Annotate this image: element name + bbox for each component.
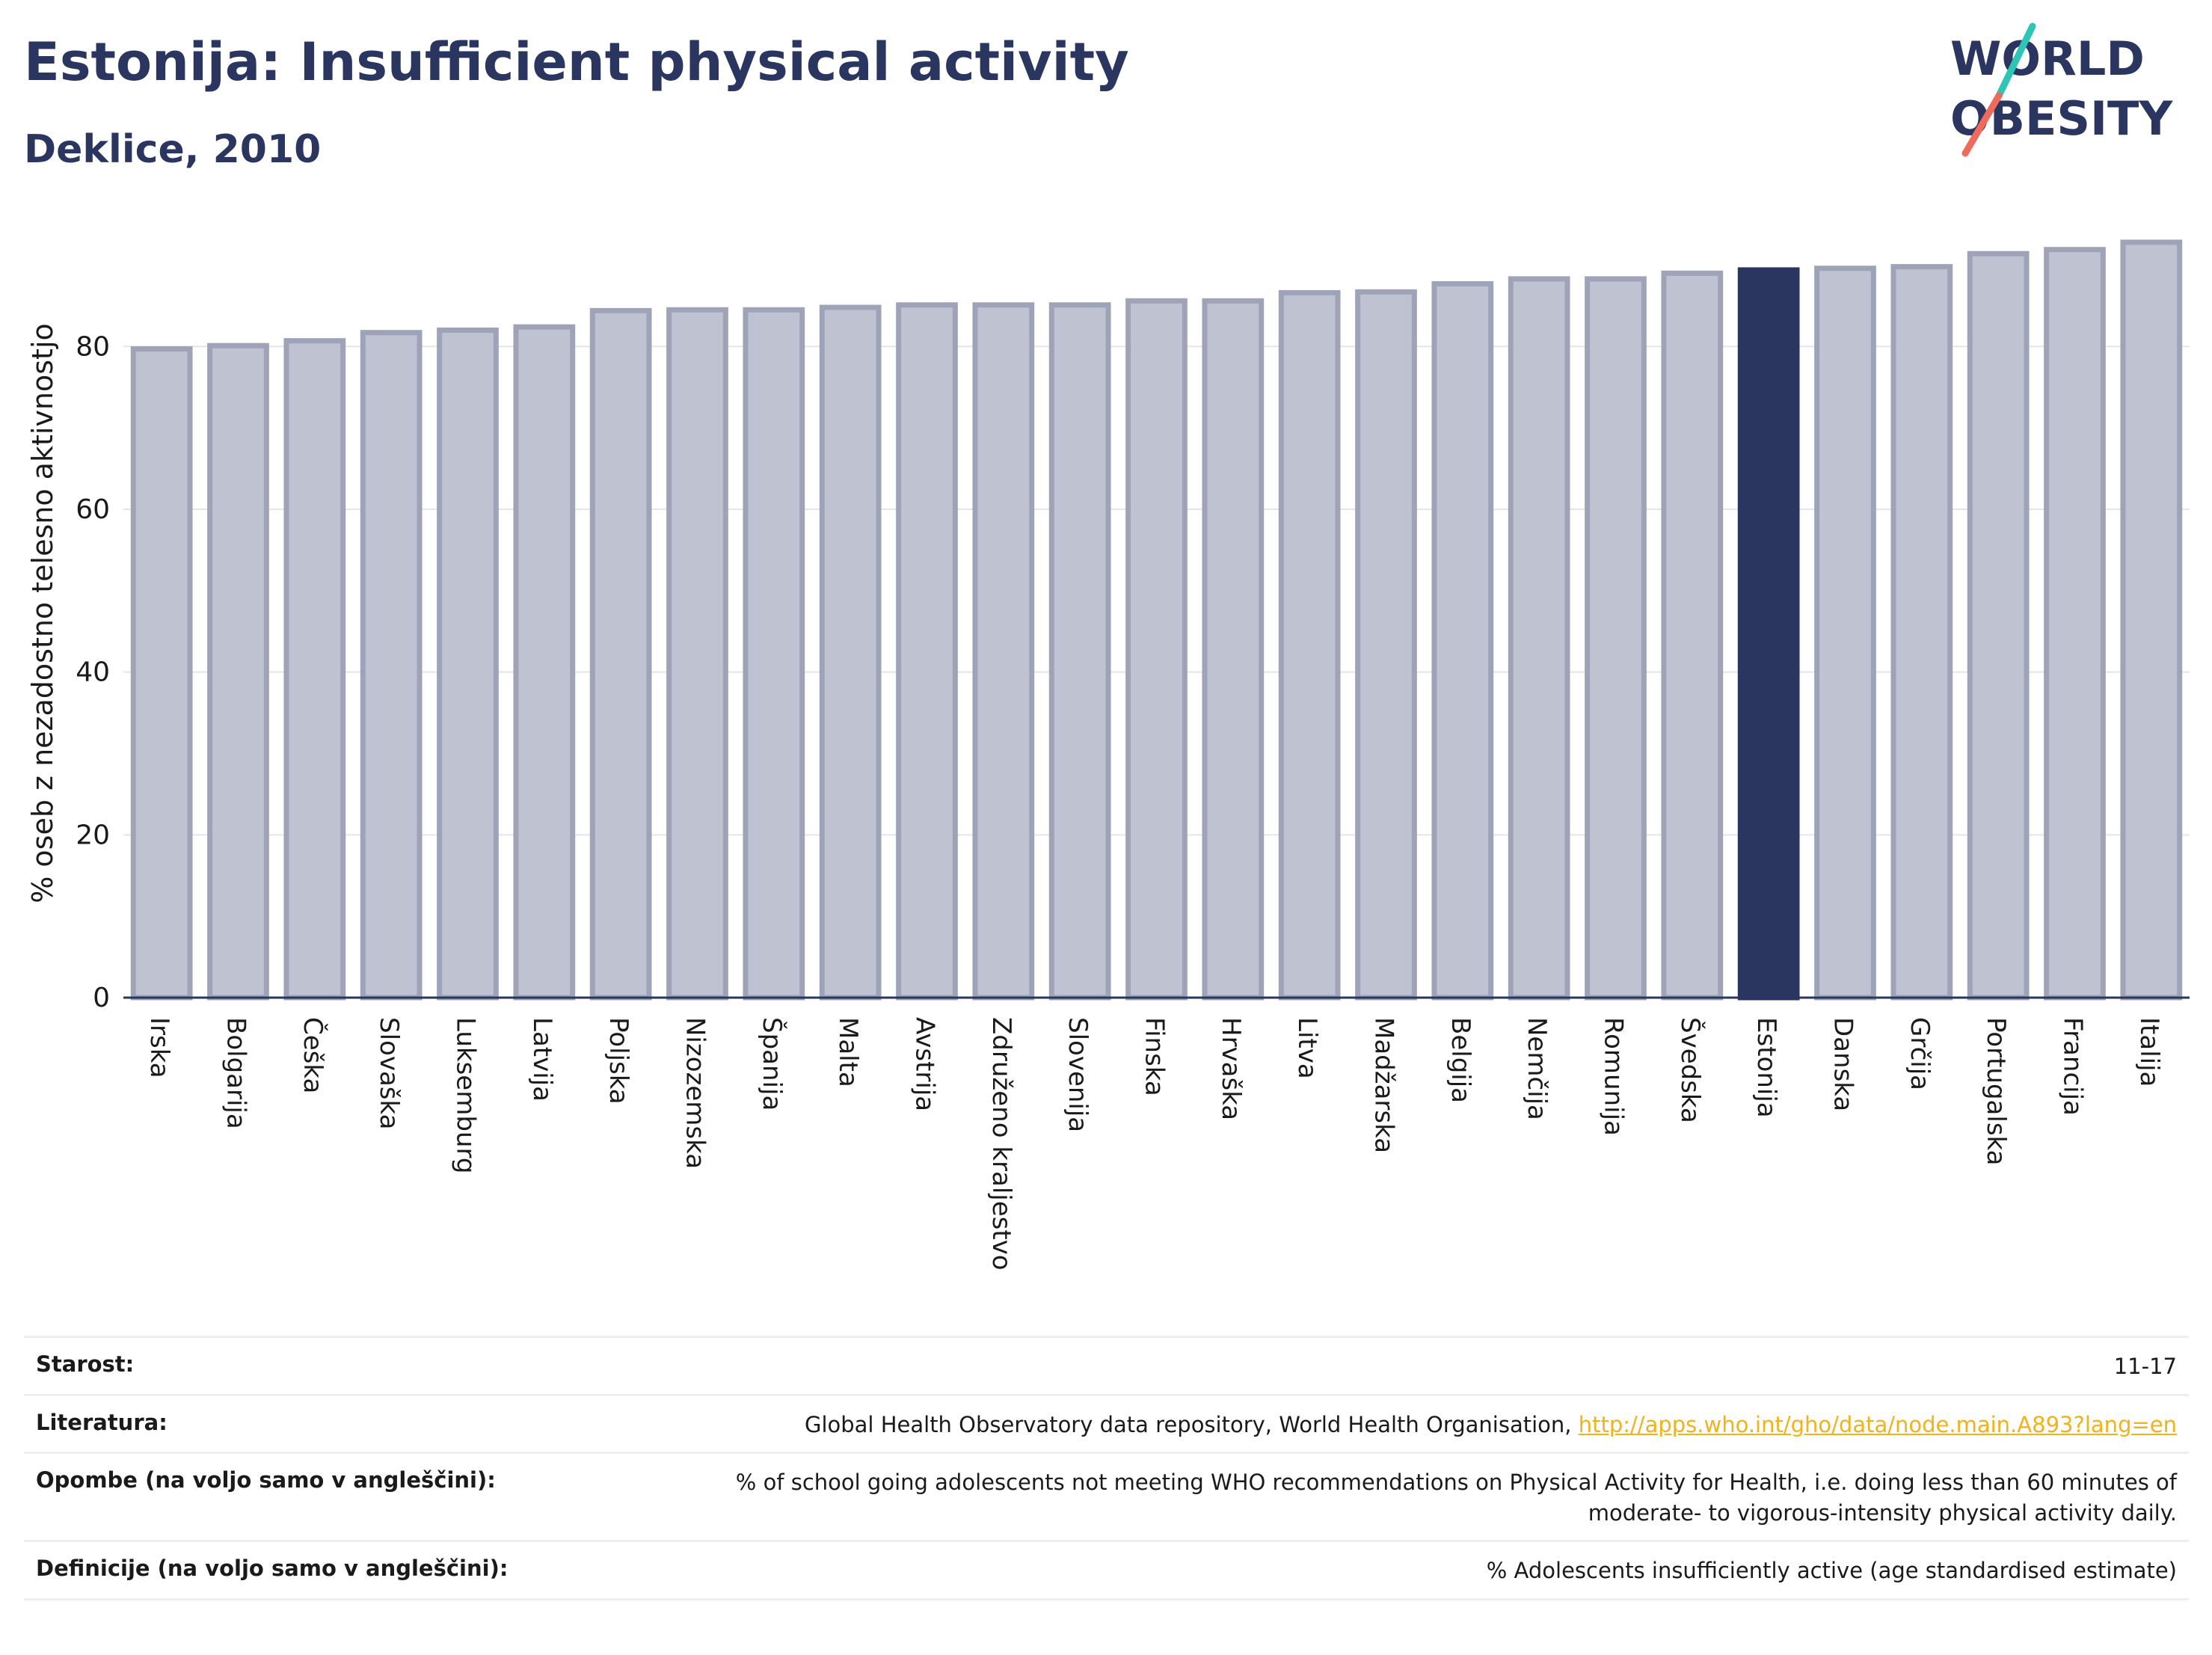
meta-label-age: Starost: — [36, 1351, 135, 1377]
y-tick-label: 0 — [93, 983, 110, 1013]
bar[interactable] — [1585, 276, 1647, 1001]
x-tick-label: Estonija — [1751, 1017, 1781, 1118]
logo-slash-teal — [1995, 22, 2036, 99]
bar[interactable] — [589, 307, 652, 1001]
x-tick-label: Italija — [2134, 1017, 2164, 1087]
logo-line1: WORLD — [1950, 31, 2145, 86]
bar[interactable] — [1431, 280, 1494, 1001]
x-tick-label: Francija — [2058, 1017, 2088, 1116]
x-tick-label: Slovaška — [374, 1017, 404, 1129]
meta-label-notes: Opombe (na voljo samo v angleščini): — [36, 1467, 496, 1493]
meta-value-notes: % of school going adolescents not meetin… — [735, 1470, 2177, 1526]
bar-layer — [130, 239, 2183, 1001]
meta-value-age: 11-17 — [2113, 1354, 2177, 1379]
bar-highlight[interactable] — [1737, 267, 1800, 1001]
x-tick-label: Irska — [144, 1017, 174, 1078]
source-link[interactable]: http://apps.who.int/gho/data/node.main.A… — [1578, 1411, 2177, 1437]
chart-subtitle: Deklice, 2010 — [24, 127, 322, 172]
bar[interactable] — [666, 307, 728, 1001]
y-tick-label: 20 — [76, 820, 110, 850]
bar[interactable] — [437, 327, 499, 1001]
y-tick-label: 40 — [76, 657, 110, 688]
bar[interactable] — [1048, 302, 1111, 1001]
chart-title: Estonija: Insufficient physical activity — [24, 31, 1129, 93]
meta-row-definitions: Definicije (na voljo samo v angleščini):… — [24, 1540, 2189, 1600]
x-tick-label: Luksemburg — [451, 1017, 481, 1173]
x-tick-label: Romunija — [1599, 1017, 1629, 1136]
x-tick-label: Švedska — [1675, 1017, 1706, 1123]
x-tick-label: Bolgarija — [221, 1017, 251, 1129]
bar[interactable] — [1890, 264, 1953, 1001]
bar[interactable] — [743, 307, 805, 1001]
meta-row-notes: Opombe (na voljo samo v angleščini): % o… — [24, 1452, 2189, 1540]
bar[interactable] — [130, 346, 193, 1001]
bar[interactable] — [283, 338, 346, 1001]
bar[interactable] — [896, 302, 958, 1001]
axis-layer: 0 20 40 60 80 Irska Bolgarija Češka Slovaška Luks… — [76, 331, 2190, 1271]
meta-row-age: Starost: 11-17 — [24, 1336, 2189, 1394]
x-tick-label: Nizozemska — [681, 1017, 710, 1169]
bar[interactable] — [1967, 251, 2030, 1001]
y-tick-label: 60 — [76, 494, 110, 525]
y-tick-label: 80 — [76, 331, 110, 362]
bar[interactable] — [2044, 247, 2106, 1001]
x-tick-label: Finska — [1140, 1017, 1170, 1096]
bar[interactable] — [1125, 298, 1188, 1001]
metadata-table: Starost: 11-17 Literatura: Global Health… — [24, 1336, 2189, 1600]
bar[interactable] — [1202, 298, 1265, 1001]
bar[interactable] — [819, 304, 882, 1001]
bar-chart: 0 20 40 60 80 Irska Bolgarija Češka Slovaška Luks… — [26, 239, 2190, 1271]
x-tick-label: Slovenija — [1063, 1017, 1093, 1132]
bar[interactable] — [1355, 289, 1417, 1001]
bar[interactable] — [360, 330, 423, 1001]
world-obesity-logo: WORLD OBESITY — [1950, 22, 2173, 157]
x-tick-label: Nemčija — [1522, 1017, 1552, 1120]
bar[interactable] — [1814, 265, 1876, 1001]
meta-value-source: Global Health Observatory data repositor… — [805, 1410, 2177, 1440]
x-tick-label: Avstrija — [910, 1017, 940, 1111]
x-tick-label: Španija — [757, 1017, 787, 1111]
bar[interactable] — [972, 302, 1035, 1001]
meta-value-definitions: % Adolescents insufficiently active (age… — [1486, 1558, 2177, 1584]
meta-label-definitions: Definicije (na voljo samo v angleščini): — [36, 1556, 509, 1582]
y-axis-label: % oseb z nezadostno telesno aktivnostjo — [26, 323, 59, 903]
x-tick-label: Danska — [1828, 1017, 1858, 1111]
bar[interactable] — [2120, 239, 2183, 1001]
bar[interactable] — [513, 324, 576, 1001]
x-tick-label: Hrvaška — [1216, 1017, 1246, 1120]
x-tick-label: Portugalska — [1981, 1017, 2011, 1165]
logo-slash-coral — [1961, 92, 2003, 157]
bar[interactable] — [1661, 270, 1724, 1001]
x-tick-label: Češka — [298, 1017, 328, 1093]
x-tick-label: Malta — [833, 1017, 863, 1087]
meta-row-source: Literatura: Global Health Observatory da… — [24, 1393, 2189, 1452]
x-tick-label: Latvija — [527, 1017, 557, 1102]
source-text: Global Health Observatory data repositor… — [804, 1411, 1579, 1437]
x-tick-label: Belgija — [1446, 1017, 1475, 1103]
x-tick-label: Madžarska — [1369, 1017, 1399, 1153]
x-tick-label: Združeno kraljestvo — [986, 1017, 1016, 1271]
meta-label-source: Literatura: — [36, 1409, 168, 1435]
x-tick-label: Grčija — [1905, 1017, 1935, 1090]
bar[interactable] — [207, 343, 269, 1001]
bar[interactable] — [1508, 276, 1570, 1001]
x-tick-label: Poljska — [603, 1017, 633, 1105]
bar[interactable] — [1278, 289, 1341, 1001]
x-tick-label: Litva — [1292, 1017, 1322, 1079]
